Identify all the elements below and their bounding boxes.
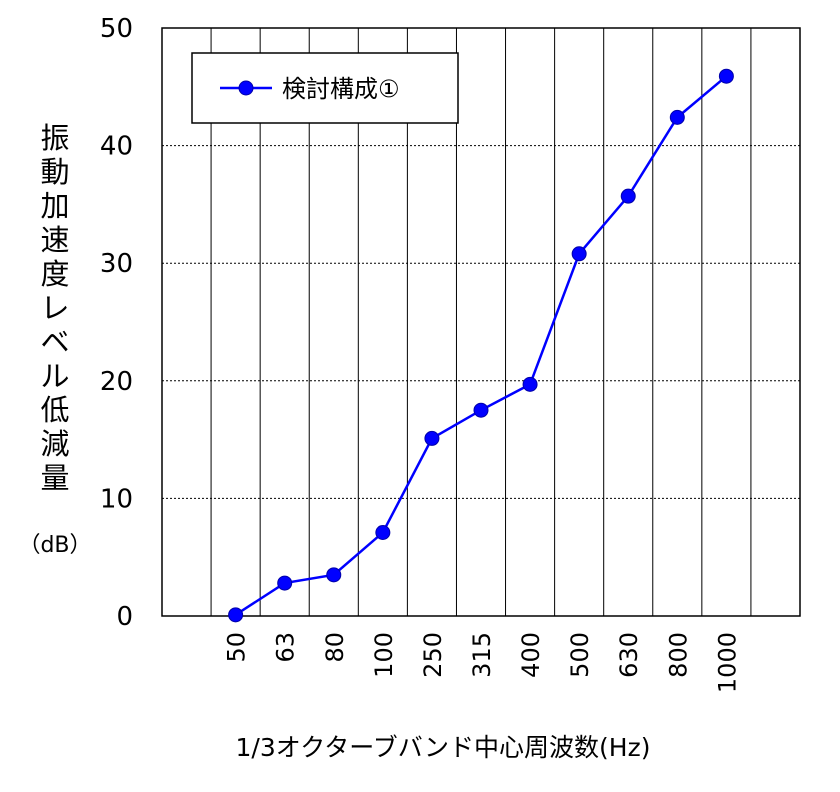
x-tick-label: 400 [517,632,545,678]
y-tick-label: 0 [116,602,133,632]
data-point [522,376,538,392]
data-point [375,525,391,541]
y-axis-label-char: 減 [40,427,69,461]
y-axis-label-char: 振 [40,121,69,155]
y-tick-label: 10 [100,484,133,514]
legend: 検討構成① [191,52,459,124]
series-group [228,68,734,623]
y-axis-label-char: 動 [40,155,69,189]
legend-swatch-marker [238,80,254,96]
plot-frame [161,27,801,617]
y-axis-label-char: 加 [40,189,69,223]
y-axis-label-char: 速 [40,223,69,257]
y-axis-label-char: 低 [40,393,69,427]
data-point [228,607,244,623]
y-axis-label-char: ル [40,359,69,393]
x-tick-label: 500 [566,632,594,678]
y-tick-label: 40 [100,132,133,162]
x-tick-label: 100 [370,632,398,678]
data-point [669,109,685,125]
x-axis-label: 1/3オクターブバンド中心周波数(Hz) [236,733,651,762]
x-tick-label: 250 [419,632,447,678]
y-axis-label-char: レ [40,291,69,325]
y-tick-labels: 0 10 20 30 40 50 [100,14,133,632]
data-point [620,188,636,204]
grid [162,28,800,616]
x-tick-label: 1000 [713,632,741,693]
x-tick-label: 315 [468,632,496,678]
data-point [718,68,734,84]
y-tick-label: 30 [100,249,133,279]
data-point [571,246,587,262]
data-point [473,402,489,418]
x-tick-label: 63 [272,632,300,663]
data-point [326,567,342,583]
x-tick-label: 630 [615,632,643,678]
x-tick-labels: 50 63 80 100 250 315 400 500 630 800 1000 [223,632,742,693]
y-axis-label-char: 量 [40,461,69,495]
y-tick-label: 50 [100,14,133,44]
data-point [424,430,440,446]
x-tick-label: 800 [664,632,692,678]
x-tick-label: 80 [321,632,349,663]
legend-label: 検討構成① [282,75,400,103]
y-axis-label-char: ベ [40,325,69,359]
data-point [277,575,293,591]
y-axis-unit: （dB） [18,533,91,558]
y-axis-label-char: 度 [40,257,69,291]
y-tick-label: 20 [100,367,133,397]
x-tick-label: 50 [223,632,251,663]
